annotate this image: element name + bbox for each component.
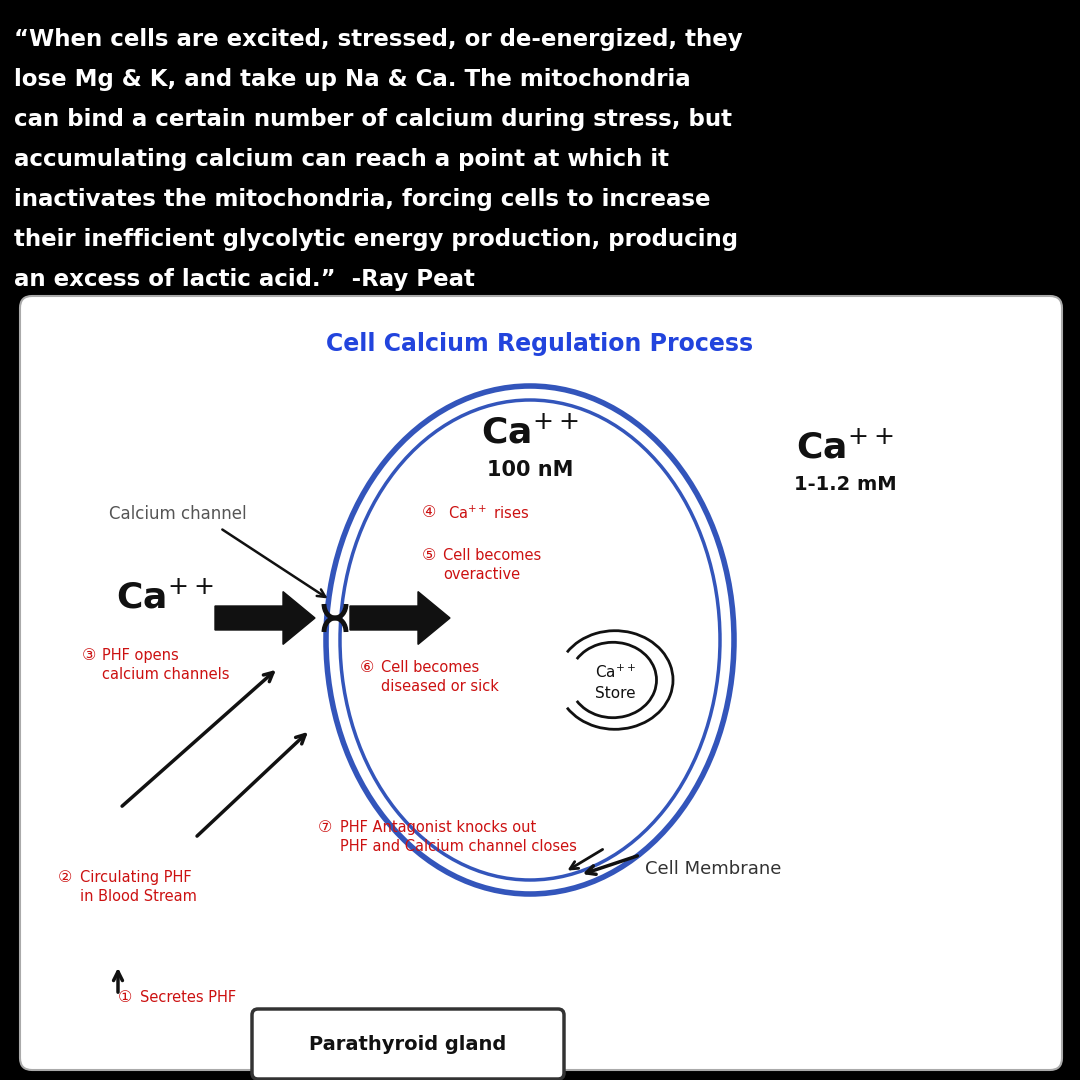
Text: Circulating PHF
in Blood Stream: Circulating PHF in Blood Stream bbox=[80, 870, 197, 904]
Text: “When cells are excited, stressed, or de-energized, they: “When cells are excited, stressed, or de… bbox=[14, 28, 743, 51]
FancyBboxPatch shape bbox=[21, 296, 1062, 1070]
Text: ②: ② bbox=[58, 870, 72, 885]
FancyBboxPatch shape bbox=[252, 1009, 564, 1079]
Text: PHF opens
calcium channels: PHF opens calcium channels bbox=[102, 648, 229, 683]
Text: ④: ④ bbox=[422, 505, 436, 519]
Text: ⑦: ⑦ bbox=[318, 820, 333, 835]
Text: 1-1.2 mM: 1-1.2 mM bbox=[794, 475, 896, 494]
Text: Ca$^{++}$: Ca$^{++}$ bbox=[796, 430, 894, 464]
Text: inactivates the mitochondria, forcing cells to increase: inactivates the mitochondria, forcing ce… bbox=[14, 188, 711, 211]
Text: ⑥: ⑥ bbox=[360, 660, 375, 675]
FancyArrow shape bbox=[350, 592, 450, 645]
Text: Cell becomes
diseased or sick: Cell becomes diseased or sick bbox=[381, 660, 499, 694]
Text: Secretes PHF: Secretes PHF bbox=[140, 990, 237, 1005]
Text: PHF Antagonist knocks out
PHF and Calcium channel closes: PHF Antagonist knocks out PHF and Calciu… bbox=[340, 820, 577, 854]
Text: Ca$^{++}$: Ca$^{++}$ bbox=[594, 663, 635, 680]
Text: Ca$^{++}$: Ca$^{++}$ bbox=[481, 415, 579, 449]
Text: ①: ① bbox=[118, 990, 133, 1005]
Text: lose Mg & K, and take up Na & Ca. The mitochondria: lose Mg & K, and take up Na & Ca. The mi… bbox=[14, 68, 690, 91]
Text: ⑤: ⑤ bbox=[422, 548, 436, 563]
Text: Cell becomes
overactive: Cell becomes overactive bbox=[443, 548, 541, 582]
Text: accumulating calcium can reach a point at which it: accumulating calcium can reach a point a… bbox=[14, 148, 669, 171]
Text: their inefficient glycolytic energy production, producing: their inefficient glycolytic energy prod… bbox=[14, 228, 738, 251]
Text: Ca$^{++}$: Ca$^{++}$ bbox=[117, 580, 214, 615]
Text: 100 nM: 100 nM bbox=[487, 460, 573, 480]
Text: an excess of lactic acid.”  -Ray Peat: an excess of lactic acid.” -Ray Peat bbox=[14, 268, 475, 291]
Text: can bind a certain number of calcium during stress, but: can bind a certain number of calcium dur… bbox=[14, 108, 732, 131]
Text: Ca$^{++}$ rises: Ca$^{++}$ rises bbox=[448, 505, 529, 523]
Text: ③: ③ bbox=[82, 648, 96, 663]
Text: Cell Membrane: Cell Membrane bbox=[645, 860, 781, 878]
Text: Calcium channel: Calcium channel bbox=[109, 505, 247, 523]
FancyArrow shape bbox=[215, 592, 315, 645]
Text: Parathyroid gland: Parathyroid gland bbox=[309, 1035, 507, 1053]
Text: Cell Calcium Regulation Process: Cell Calcium Regulation Process bbox=[326, 332, 754, 356]
Text: Store: Store bbox=[595, 687, 635, 702]
